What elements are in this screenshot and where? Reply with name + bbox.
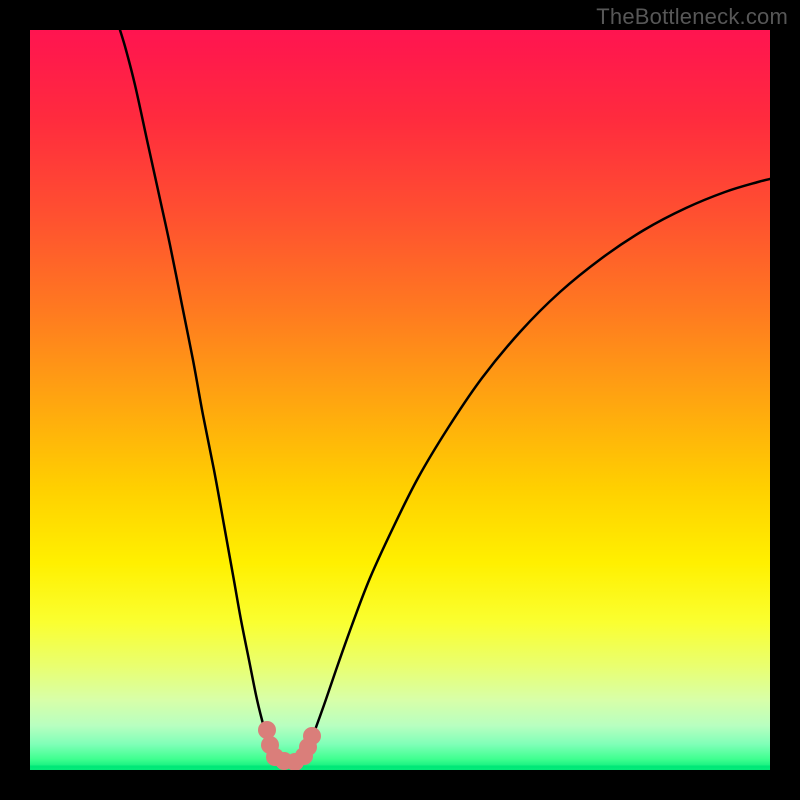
chart-svg (30, 30, 770, 770)
gradient-background (30, 30, 770, 770)
marker-dot (258, 721, 276, 739)
marker-dot (303, 727, 321, 745)
chart-area (30, 30, 770, 770)
chart-container: TheBottleneck.com (0, 0, 800, 800)
watermark-text: TheBottleneck.com (596, 4, 788, 30)
